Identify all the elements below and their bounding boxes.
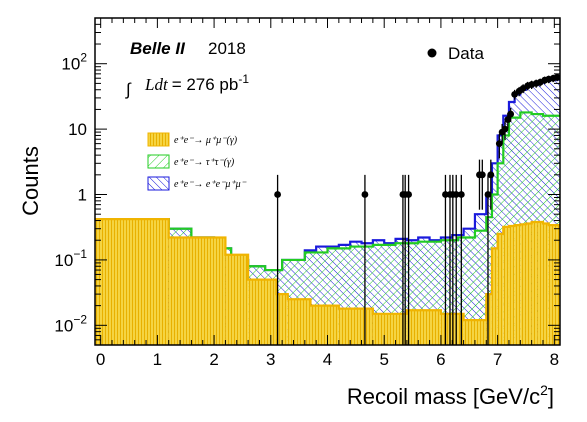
histogram-bin xyxy=(310,305,339,345)
histogram-bin xyxy=(537,221,543,345)
data-point xyxy=(487,171,495,179)
data-points xyxy=(274,73,560,345)
x-tick-label: 2 xyxy=(209,350,218,369)
legend-mumu-swatch xyxy=(147,132,170,147)
data-point xyxy=(495,140,503,148)
annotation-block: Belle II 2018 ∫ Ldt = 276 pb-1 xyxy=(125,39,249,99)
histogram-bin xyxy=(463,320,487,345)
x-tick-label: 6 xyxy=(436,350,445,369)
histogram-bin xyxy=(406,310,441,345)
x-axis-title: Recoil mass [GeV/c2] xyxy=(347,382,554,409)
data-point xyxy=(504,116,512,123)
histogram-bin xyxy=(520,224,526,345)
data-point xyxy=(553,73,560,81)
data-point xyxy=(478,171,486,179)
histogram-bin xyxy=(95,219,169,345)
luminosity-label: Ldt = 276 pb-1 xyxy=(144,72,249,94)
series-mumu-outline xyxy=(95,218,560,322)
histogram-bin xyxy=(548,225,560,345)
experiment-label: Belle II xyxy=(130,39,186,58)
data-point xyxy=(274,191,281,198)
legend-data-label: Data xyxy=(448,44,484,63)
data-point xyxy=(405,191,412,198)
histogram-bin xyxy=(525,223,532,345)
x-tick-label: 4 xyxy=(323,350,332,369)
y-tick-label: 10−2 xyxy=(54,312,87,335)
legend-eemumu-swatch xyxy=(147,176,170,191)
y-tick-label: 10−1 xyxy=(54,247,87,270)
legend: Data e⁺e⁻→ μ⁺μ⁻(γ) e⁺e⁻→ τ⁺τ⁻(γ) e⁺e⁻→ e… xyxy=(147,44,484,191)
histogram-bin xyxy=(497,233,504,345)
histogram-bin xyxy=(486,217,492,345)
x-tick-label: 5 xyxy=(379,350,388,369)
histogram-bin xyxy=(168,237,226,345)
histogram-bin xyxy=(508,226,515,345)
y-axis-title: Counts xyxy=(18,146,43,216)
data-point xyxy=(484,191,492,198)
histogram-bin xyxy=(531,221,538,345)
histogram-bin xyxy=(542,223,549,345)
x-tick-label: 0 xyxy=(96,350,105,369)
histogram-bin xyxy=(486,294,492,345)
histogram-bin xyxy=(372,313,407,345)
plot-area xyxy=(95,78,560,345)
luminosity-integral: ∫ xyxy=(125,80,132,99)
y-tick-label: 10 xyxy=(68,120,87,139)
histogram-bin xyxy=(338,308,373,345)
series-mumu xyxy=(95,218,560,345)
x-tick-label: 8 xyxy=(550,350,559,369)
x-tick-label: 3 xyxy=(266,350,275,369)
y-tick-label: 1 xyxy=(78,186,87,205)
histogram-bin xyxy=(503,226,509,345)
data-point xyxy=(452,191,460,198)
legend-eemumu-label: e⁺e⁻→ e⁺e⁻μ⁺μ⁻ xyxy=(174,179,247,190)
x-tick-label: 7 xyxy=(493,350,502,369)
histogram-bin xyxy=(248,279,277,345)
year-label: 2018 xyxy=(208,39,246,58)
data-point xyxy=(501,125,509,133)
histogram-bin xyxy=(474,230,487,345)
histogram-bin xyxy=(287,299,311,345)
legend-data-marker xyxy=(427,48,437,58)
legend-tautau-swatch xyxy=(147,154,170,169)
data-point xyxy=(457,191,465,198)
histogram-bin xyxy=(491,248,498,345)
histogram-bin xyxy=(225,254,249,345)
y-axis: 10−2 10−1 1 10 102 xyxy=(54,17,560,346)
x-tick-label: 1 xyxy=(153,350,162,369)
data-point xyxy=(361,191,369,198)
y-tick-label: 102 xyxy=(61,51,87,74)
histogram-bin xyxy=(276,294,288,345)
legend-tautau-label: e⁺e⁻→ τ⁺τ⁻(γ) xyxy=(174,157,235,168)
legend-mumu-label: e⁺e⁻→ μ⁺μ⁻(γ) xyxy=(174,135,238,146)
data-point xyxy=(507,110,515,118)
histogram-bin xyxy=(514,225,521,345)
